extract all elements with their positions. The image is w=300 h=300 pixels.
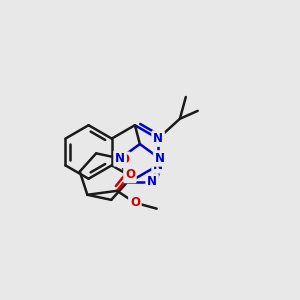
Text: N: N xyxy=(154,152,165,165)
Text: N: N xyxy=(115,152,125,165)
Text: O: O xyxy=(119,153,129,166)
Text: O: O xyxy=(125,169,135,182)
Text: N: N xyxy=(153,132,163,145)
Text: N: N xyxy=(153,159,163,172)
Text: N: N xyxy=(147,175,157,188)
Text: O: O xyxy=(130,196,140,209)
